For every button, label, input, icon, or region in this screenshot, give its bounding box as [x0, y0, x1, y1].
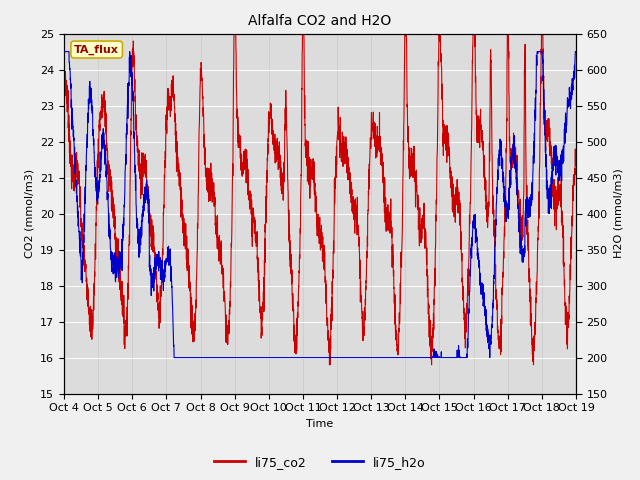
Legend: li75_co2, li75_h2o: li75_co2, li75_h2o [209, 451, 431, 474]
X-axis label: Time: Time [307, 419, 333, 429]
Title: Alfalfa CO2 and H2O: Alfalfa CO2 and H2O [248, 14, 392, 28]
Y-axis label: H2O (mmol/m3): H2O (mmol/m3) [613, 169, 623, 258]
Y-axis label: CO2 (mmol/m3): CO2 (mmol/m3) [24, 169, 35, 258]
Text: TA_flux: TA_flux [74, 44, 119, 55]
